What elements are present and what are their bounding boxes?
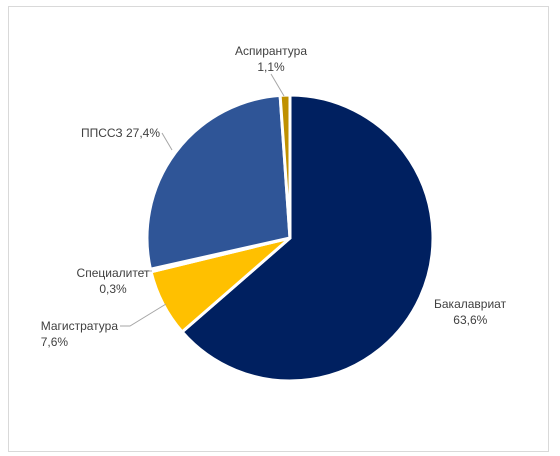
leader-line-магистратура (120, 303, 167, 327)
slices (145, 93, 435, 383)
leader-lines (120, 73, 285, 327)
data-label-магистратура: Магистратура 7,6% (41, 319, 119, 349)
slice-бакалавриат (180, 93, 435, 383)
slice-ппссз (145, 93, 292, 271)
data-label-ппссз: ППССЗ 27,4% (81, 126, 160, 140)
data-label-бакалавриат: Бакалавриат 63,6% (434, 297, 507, 327)
leader-line-ппссз (161, 132, 173, 151)
slice-аспирантура (278, 93, 292, 240)
data-label-аспирантура: Аспирантура 1,1% (235, 44, 307, 74)
data-labels: Бакалавриат 63,6% Магистратура 7,6% Специали… (41, 44, 507, 349)
leader-line-аспирантура (270, 73, 285, 97)
data-label-специалитет: Специалитет 0,3% (77, 266, 150, 296)
